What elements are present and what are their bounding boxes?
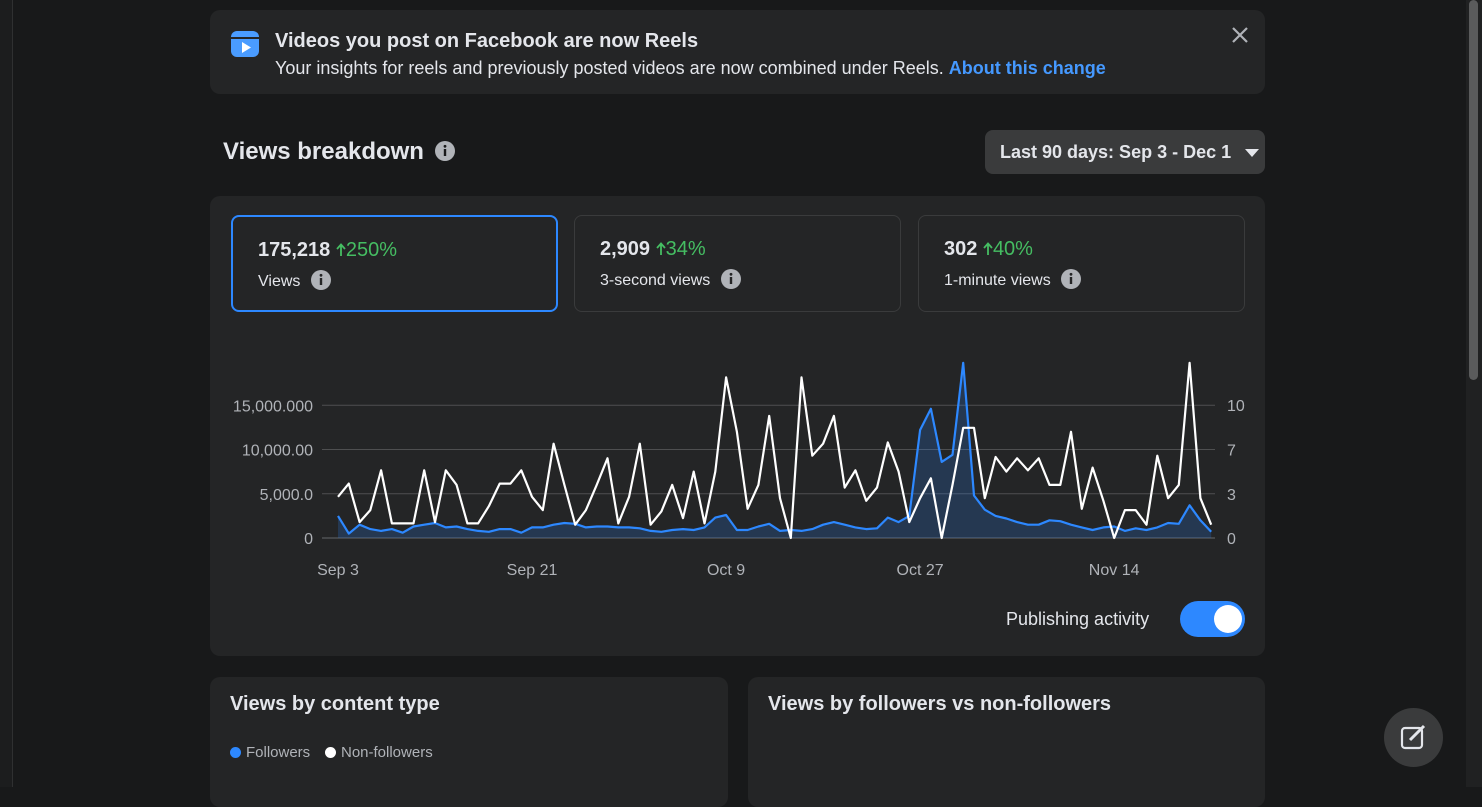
reels-icon (231, 31, 259, 57)
date-range: Last 90 days: Sep 3 - Dec 1 (1000, 142, 1232, 162)
y2-tick-label: 10 (1227, 398, 1245, 415)
metric-change: 40% (992, 238, 1033, 260)
edit-button[interactable] (1384, 708, 1443, 767)
legend-item: Followers (230, 744, 310, 761)
metric-label: 1-minute views (944, 272, 1051, 289)
edit-icon (1400, 724, 1426, 750)
up-arrow (336, 243, 346, 256)
metric-card[interactable]: 2,909 34% 3-second views (574, 215, 901, 312)
card-title: Views by content type (230, 693, 440, 715)
metric-change: 250% (345, 239, 398, 261)
x-tick-label: Oct 27 (897, 562, 944, 579)
metric-value: 302 (944, 238, 978, 260)
up-arrow (983, 242, 993, 255)
caret (1245, 149, 1260, 157)
toggle-label: Publishing activity (1006, 609, 1150, 629)
x-tick-label: Sep 21 (507, 562, 558, 579)
followers-card: Views by followers vs non-followers (748, 677, 1265, 807)
card-title: Views by followers vs non-followers (768, 693, 1112, 715)
x-tick-label: Sep 3 (317, 562, 359, 579)
about-link[interactable]: About this change (948, 58, 1106, 78)
banner-body: Your insights for reels and previously p… (275, 58, 944, 78)
metric-label-row: Views (258, 270, 331, 291)
metric-label-row: 3-second views (600, 269, 741, 290)
y2-tick-label: 0 (1227, 531, 1236, 548)
metric-change-row: 34% (655, 238, 706, 260)
y-tick-label: 10,000.00 (242, 443, 313, 460)
side-rail (0, 0, 13, 787)
metric-label: Views (258, 273, 301, 290)
y-tick-label: 15,000.000 (233, 398, 313, 415)
y2-tick-label: 3 (1227, 487, 1236, 504)
info-icon[interactable] (720, 269, 741, 289)
scroll-thumb[interactable] (1469, 0, 1478, 380)
x-tick-label: Nov 14 (1089, 562, 1140, 579)
up-arrow (655, 242, 666, 255)
metric-card[interactable]: 175,218 250% Views (231, 215, 558, 312)
metric-change-row: 40% (983, 238, 1033, 260)
reels-banner: Videos you post on Facebook are now Reel… (210, 10, 1265, 94)
metric-value: 2,909 (600, 238, 651, 260)
date-range-dropdown[interactable]: Last 90 days: Sep 3 - Dec 1 (985, 130, 1265, 174)
metric-value-row: 302 40% (944, 238, 1033, 261)
metric-value-row: 175,218 250% (258, 239, 397, 262)
metric-label: 3-second views (600, 272, 711, 289)
metric-change: 34% (665, 238, 706, 260)
chart: 0 5,000.0 10,000.00 15,000.000 0 3 7 10 Sep 3 Sep… (233, 361, 1245, 579)
metric-card[interactable]: 302 40% 1-minute views (918, 215, 1245, 312)
info-icon[interactable] (434, 141, 455, 161)
y-tick-label: 5,000.0 (260, 487, 313, 504)
content-type-card: Views by content type Followers Non-foll… (210, 677, 728, 807)
toggle-knob (1214, 605, 1242, 633)
legend-label: Followers (246, 744, 311, 761)
info-icon[interactable] (1061, 269, 1082, 289)
metric-value: 175,218 (258, 239, 331, 261)
banner-title: Videos you post on Facebook are now Reel… (275, 30, 699, 52)
series-line (337, 361, 1213, 535)
banner-text: Your insights for reels and previously p… (275, 58, 1106, 79)
metric-label-row: 1-minute views (944, 269, 1082, 290)
section-title: Views breakdown (223, 138, 455, 166)
y-tick-label: 0 (304, 531, 313, 548)
info-icon[interactable] (310, 270, 331, 290)
legend-item: Non-followers (325, 744, 433, 761)
series-line (337, 361, 1213, 540)
legend-label: Non-followers (341, 744, 433, 761)
metric-value-row: 2,909 34% (600, 238, 706, 261)
close-button[interactable] (1230, 25, 1250, 45)
metric-change-row: 250% (336, 239, 397, 261)
x-tick-label: Oct 9 (707, 562, 745, 579)
y2-tick-label: 7 (1227, 442, 1236, 459)
section-title-text: Views breakdown (223, 138, 424, 165)
